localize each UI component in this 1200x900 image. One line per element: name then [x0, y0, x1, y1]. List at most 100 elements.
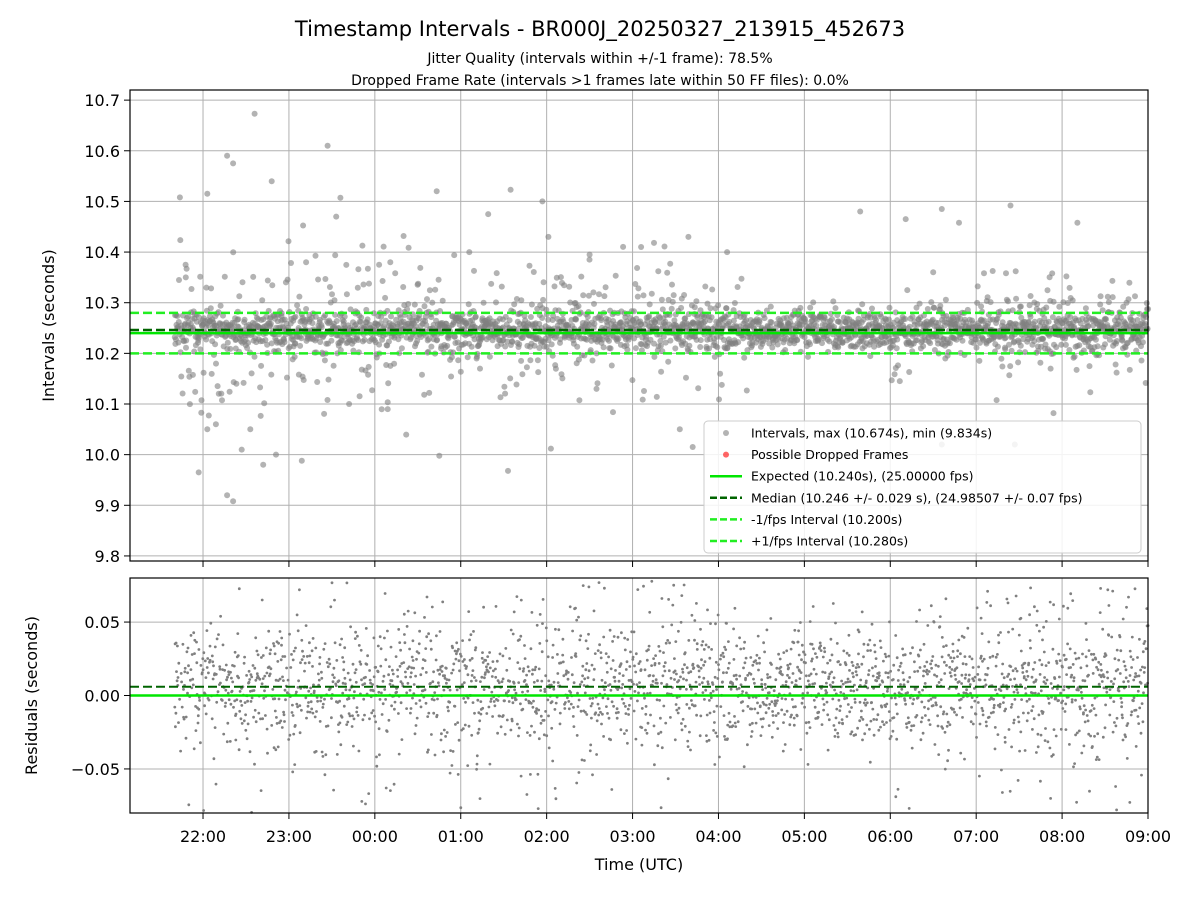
- residual-point: [889, 669, 892, 673]
- residual-point: [972, 679, 976, 683]
- interval-point: [1141, 320, 1148, 327]
- residual-point: [1026, 711, 1030, 715]
- residual-point: [478, 719, 482, 723]
- residual-point: [321, 706, 325, 709]
- interval-point: [660, 333, 667, 340]
- residual-point: [942, 645, 945, 648]
- residual-point: [686, 739, 690, 743]
- interval-point: [826, 338, 833, 345]
- residual-point: [179, 749, 183, 753]
- interval-point: [1049, 270, 1056, 277]
- residual-point: [797, 653, 801, 657]
- residual-point: [1034, 678, 1038, 682]
- residual-point: [285, 691, 289, 695]
- residual-point: [833, 728, 837, 732]
- residual-point: [558, 722, 562, 726]
- residual-point: [393, 707, 396, 711]
- interval-point: [414, 337, 421, 344]
- residual-point: [987, 640, 991, 644]
- residual-point: [637, 691, 640, 695]
- residual-point: [988, 656, 992, 659]
- residual-point: [482, 688, 486, 691]
- residual-point: [218, 667, 222, 671]
- residual-point: [320, 670, 323, 674]
- residual-point: [546, 698, 550, 702]
- residual-point: [197, 707, 201, 711]
- interval-point: [1025, 318, 1032, 325]
- residual-point: [215, 637, 219, 641]
- interval-point: [288, 260, 294, 266]
- residual-point: [387, 673, 390, 677]
- residual-point: [856, 726, 859, 730]
- residual-point: [356, 714, 360, 717]
- interval-point: [807, 304, 814, 311]
- interval-point: [706, 345, 713, 352]
- interval-point: [331, 297, 338, 304]
- residual-point: [535, 623, 539, 627]
- residual-point: [519, 634, 523, 638]
- interval-point: [450, 349, 457, 356]
- intervals-panel: 9.89.910.010.110.210.310.410.510.610.7 I…: [39, 89, 1152, 567]
- residual-point: [679, 620, 683, 624]
- residual-point: [979, 654, 983, 658]
- residual-point: [280, 726, 284, 729]
- residual-point: [245, 674, 249, 677]
- residual-point: [391, 672, 395, 676]
- residual-point: [376, 670, 380, 674]
- residual-point: [970, 696, 974, 699]
- residual-point: [562, 674, 566, 678]
- residual-point: [776, 712, 780, 715]
- residual-point: [624, 712, 628, 715]
- residual-point: [346, 720, 350, 724]
- residual-point: [806, 763, 810, 766]
- residual-point: [869, 719, 873, 723]
- residual-point: [267, 665, 271, 669]
- residual-point: [599, 656, 603, 660]
- residual-point: [350, 725, 354, 728]
- residual-point: [951, 650, 955, 653]
- interval-point: [678, 304, 685, 311]
- residual-point: [887, 654, 891, 658]
- interval-point: [1066, 347, 1073, 353]
- residual-point: [827, 675, 831, 679]
- residual-point: [922, 642, 926, 646]
- residual-point: [632, 630, 636, 634]
- residual-point: [800, 658, 803, 662]
- residual-point: [1014, 594, 1018, 598]
- residual-point: [343, 646, 347, 650]
- residual-point: [859, 715, 863, 719]
- residual-point: [955, 666, 959, 670]
- interval-point: [959, 337, 966, 344]
- residual-point: [203, 704, 207, 708]
- residual-point: [452, 662, 456, 666]
- interval-point: [527, 357, 534, 364]
- residual-point: [860, 610, 864, 614]
- residual-point: [749, 735, 753, 738]
- interval-point: [1130, 317, 1137, 324]
- interval-point: [805, 353, 811, 360]
- interval-point: [714, 344, 721, 351]
- interval-point: [1047, 365, 1054, 372]
- residual-point: [425, 635, 429, 639]
- residual-point: [683, 724, 687, 728]
- residual-point: [671, 603, 675, 607]
- residual-point: [966, 626, 970, 630]
- residual-point: [320, 750, 324, 754]
- residual-point: [918, 666, 922, 669]
- interval-point: [682, 315, 689, 322]
- residual-point: [569, 691, 573, 694]
- residual-point: [748, 723, 752, 727]
- residual-point: [497, 681, 501, 685]
- residual-point: [263, 689, 266, 693]
- interval-point: [665, 358, 672, 365]
- residual-point: [1064, 702, 1068, 706]
- interval-point: [511, 301, 518, 308]
- residual-point: [308, 654, 312, 658]
- residual-point: [846, 680, 850, 684]
- residual-point: [713, 721, 716, 724]
- residual-point: [375, 764, 379, 768]
- residual-point: [550, 700, 554, 704]
- interval-point: [269, 282, 276, 289]
- residual-point: [318, 656, 322, 659]
- residual-point: [456, 721, 460, 724]
